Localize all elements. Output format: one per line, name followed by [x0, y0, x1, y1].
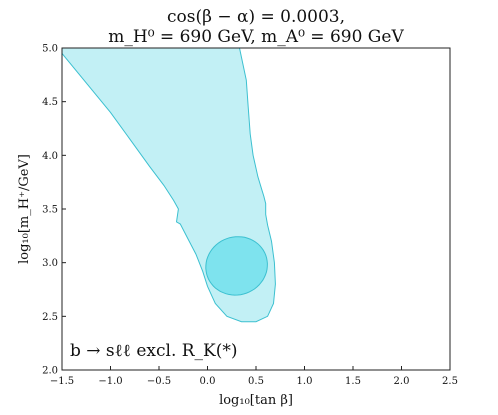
x-tick-label: −1.5 — [50, 376, 74, 387]
y-axis-label: log₁₀[m_H⁺/GeV] — [17, 154, 32, 264]
chart-title: cos(β − α) = 0.0003, m_H⁰ = 690 GeV, m_A… — [108, 7, 404, 47]
y-axis: 2.0 2.5 3.0 3.5 4.0 4.5 5.0 — [42, 44, 66, 377]
x-tick-label: 2.0 — [394, 376, 410, 387]
y-tick-label: 5.0 — [42, 44, 58, 55]
x-axis: −1.5 −1.0 −0.5 0.0 0.5 1.0 1.5 2.0 2.5 — [50, 366, 458, 387]
y-tick-label: 2.0 — [42, 366, 58, 377]
chart-title-line-2: m_H⁰ = 690 GeV, m_A⁰ = 690 GeV — [108, 27, 404, 47]
y-tick-label: 4.0 — [42, 151, 58, 162]
x-tick-label: −0.5 — [147, 376, 171, 387]
x-axis-label: log₁₀[tan β] — [219, 393, 293, 408]
x-tick-label: −1.0 — [98, 376, 122, 387]
plot-area — [61, 47, 276, 323]
x-tick-label: 1.0 — [297, 376, 313, 387]
chart-annotation: b → sℓℓ excl. R_K(*) — [70, 341, 238, 361]
x-tick-label: 0.5 — [248, 376, 264, 387]
x-tick-label: 0.0 — [200, 376, 216, 387]
y-tick-label: 3.5 — [42, 205, 58, 216]
inner-exclusion-region — [205, 236, 268, 296]
x-tick-label: 1.5 — [345, 376, 361, 387]
y-tick-label: 4.5 — [42, 97, 58, 108]
y-tick-label: 2.5 — [42, 312, 58, 323]
y-tick-label: 3.0 — [42, 258, 58, 269]
x-tick-label: 2.5 — [442, 376, 458, 387]
chart-title-line-1: cos(β − α) = 0.0003, — [167, 7, 345, 27]
